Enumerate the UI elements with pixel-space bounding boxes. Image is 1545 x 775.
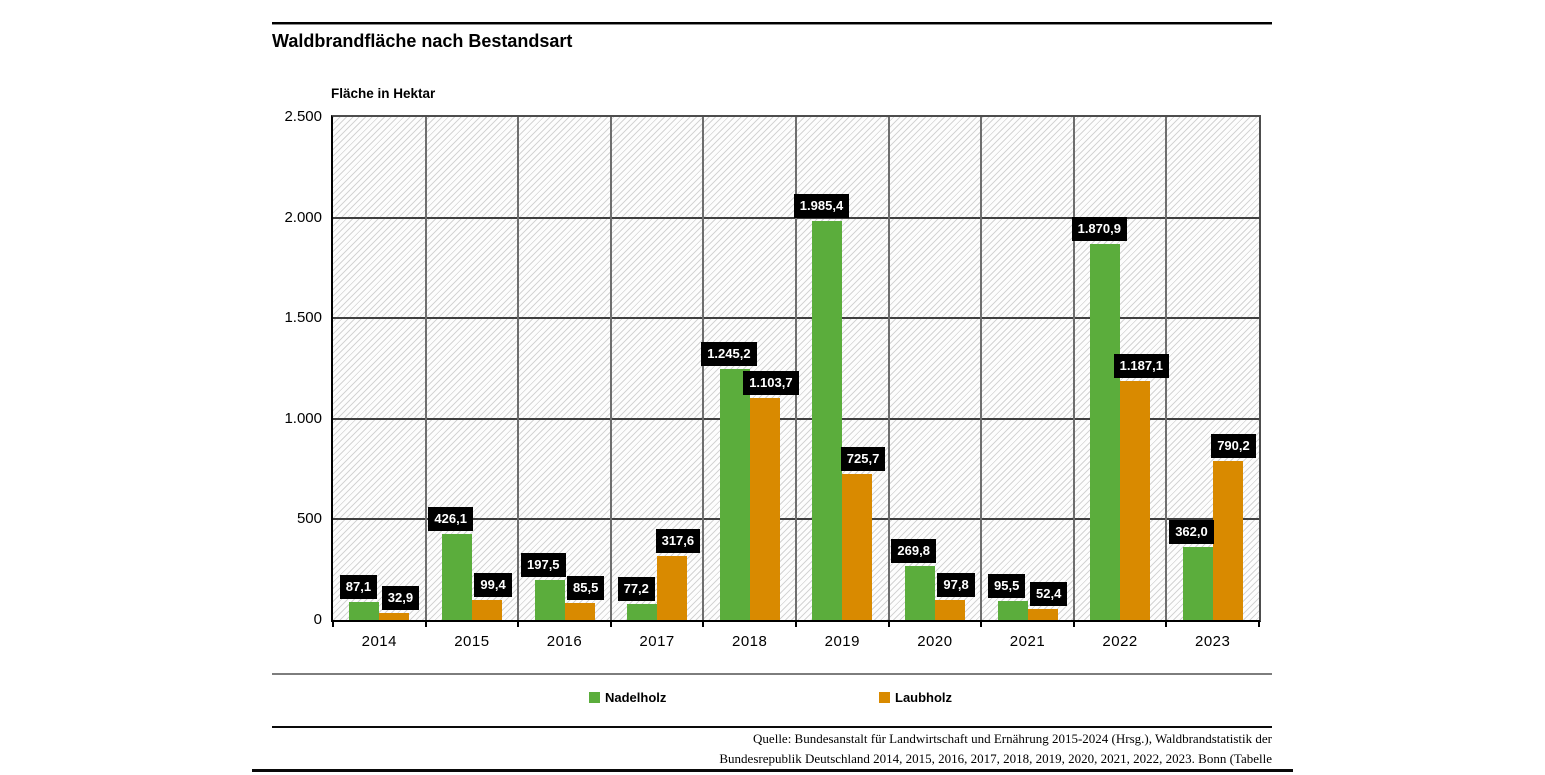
gridline-vertical <box>424 117 427 620</box>
x-tick-label: 2017 <box>639 633 675 650</box>
value-label-laubholz-2019: 725,7 <box>840 447 886 471</box>
bar-nadelholz-2023 <box>1182 547 1213 620</box>
x-tick-label: 2020 <box>917 633 953 650</box>
x-tick-label: 2014 <box>361 633 397 650</box>
value-label-nadelholz-2017: 77,2 <box>617 577 655 602</box>
top-rule <box>272 22 1272 25</box>
value-label-nadelholz-2014: 87,1 <box>339 575 378 600</box>
value-label-laubholz-2020: 97,8 <box>937 573 975 598</box>
bar-laubholz-2016 <box>564 602 595 620</box>
gridline-vertical <box>609 117 612 620</box>
gridline-vertical <box>795 117 797 620</box>
gridline-vertical <box>980 117 983 620</box>
source-line: Bundesrepublik Deutschland 2014, 2015, 2… <box>719 750 1272 766</box>
x-axis-tick <box>887 620 890 627</box>
x-tick-label: 2015 <box>454 633 490 650</box>
y-tick-label: 2.000 <box>284 208 322 226</box>
source-line: Quelle: Bundesanstalt für Landwirtschaft… <box>753 731 1272 746</box>
x-tick-label: 2018 <box>732 633 768 650</box>
gridline-vertical <box>702 117 705 620</box>
x-axis-tick <box>1258 620 1260 627</box>
value-label-laubholz-2016: 85,5 <box>567 575 605 600</box>
bar-laubholz-2022 <box>1120 381 1151 620</box>
x-tick-label: 2023 <box>1195 633 1231 650</box>
y-tick-label: 1.500 <box>284 309 322 327</box>
laubholz-swatch-icon <box>879 692 890 703</box>
legend-item-laubholz: Laubholz <box>879 690 952 705</box>
bar-laubholz-2014 <box>379 613 410 620</box>
y-tick-label: 1.000 <box>284 409 322 427</box>
value-label-nadelholz-2015: 426,1 <box>428 507 473 532</box>
value-label-nadelholz-2020: 269,8 <box>891 538 936 563</box>
gridline-vertical <box>517 117 520 620</box>
value-label-nadelholz-2018: 1.245,2 <box>701 342 757 367</box>
bar-nadelholz-2020 <box>904 565 935 620</box>
bar-nadelholz-2014 <box>349 602 380 620</box>
x-axis-tick <box>609 620 612 627</box>
bar-laubholz-2021 <box>1027 609 1058 620</box>
value-label-laubholz-2021: 52,4 <box>1030 582 1068 607</box>
x-tick-label: 2019 <box>824 633 860 650</box>
value-label-laubholz-2023: 790,2 <box>1211 434 1256 459</box>
x-axis-tick <box>517 620 520 627</box>
x-tick-label: 2022 <box>1102 633 1138 650</box>
x-tick-label: 2016 <box>546 633 583 650</box>
x-axis-tick <box>795 620 797 627</box>
legend-label: Laubholz <box>895 690 953 705</box>
legend-divider <box>272 673 1272 675</box>
value-label-laubholz-2014: 32,9 <box>381 586 420 611</box>
bottom-rule <box>252 769 1293 772</box>
nadelholz-swatch-icon <box>589 692 600 703</box>
x-axis-tick <box>980 620 983 627</box>
value-label-nadelholz-2022: 1.870,9 <box>1071 216 1127 241</box>
value-label-laubholz-2017: 317,6 <box>655 529 701 554</box>
legend-item-nadelholz: Nadelholz <box>589 690 666 705</box>
y-tick-label: 500 <box>296 510 322 528</box>
value-label-nadelholz-2016: 197,5 <box>521 553 566 578</box>
bar-nadelholz-2017 <box>627 604 658 620</box>
chart-title: Waldbrandfläche nach Bestandsart <box>272 31 573 51</box>
bar-laubholz-2023 <box>1212 461 1243 620</box>
x-tick-label: 2021 <box>1009 633 1046 650</box>
legend-label: Nadelholz <box>605 690 667 705</box>
x-axis-tick <box>424 620 427 627</box>
x-axis-tick <box>702 620 705 627</box>
value-label-nadelholz-2019: 1.985,4 <box>793 193 850 218</box>
value-label-nadelholz-2021: 95,5 <box>988 573 1026 598</box>
source-note: Quelle: Bundesanstalt für Landwirtschaft… <box>600 729 1272 768</box>
bar-laubholz-2015 <box>471 600 502 620</box>
gridline-vertical <box>1072 117 1075 620</box>
bar-nadelholz-2016 <box>534 580 565 620</box>
source-divider <box>272 726 1272 728</box>
plot-area: 87,1 426,1 197,5 77,2 1.245,2 1.985,4 269,8 95,… <box>331 115 1261 622</box>
bar-nadelholz-2018 <box>719 369 750 620</box>
y-axis-title: Fläche in Hektar <box>331 86 436 101</box>
bar-nadelholz-2022 <box>1090 243 1121 620</box>
x-axis-tick <box>1165 620 1168 627</box>
bar-laubholz-2018 <box>749 397 780 620</box>
bar-nadelholz-2015 <box>441 534 472 620</box>
gridline-vertical <box>887 117 890 620</box>
x-axis-tick <box>332 620 334 627</box>
bar-nadelholz-2021 <box>997 600 1028 620</box>
bar-laubholz-2019 <box>842 474 873 620</box>
bar-laubholz-2017 <box>657 556 688 620</box>
value-label-laubholz-2018: 1.103,7 <box>743 370 799 395</box>
y-tick-label: 2.500 <box>284 108 322 125</box>
x-axis-tick <box>1072 620 1075 627</box>
value-label-laubholz-2022: 1.187,1 <box>1113 354 1169 379</box>
value-label-nadelholz-2023: 362,0 <box>1169 520 1214 545</box>
y-tick-label: 0 <box>313 611 322 628</box>
value-label-laubholz-2015: 99,4 <box>474 573 512 598</box>
bar-nadelholz-2019 <box>812 220 843 620</box>
bar-laubholz-2020 <box>934 600 965 620</box>
